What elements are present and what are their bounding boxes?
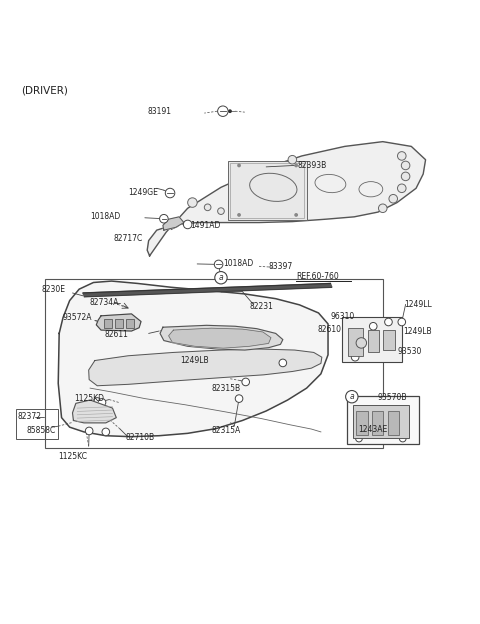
Bar: [115, 319, 123, 328]
Bar: [356, 411, 368, 435]
Circle shape: [94, 397, 101, 405]
Polygon shape: [147, 142, 426, 256]
Text: 1491AD: 1491AD: [190, 221, 220, 230]
Circle shape: [217, 106, 228, 117]
Circle shape: [389, 195, 397, 203]
Circle shape: [294, 163, 298, 167]
Circle shape: [85, 427, 93, 435]
Circle shape: [237, 163, 241, 167]
Text: a: a: [349, 392, 354, 401]
Bar: [353, 405, 409, 438]
Circle shape: [398, 318, 406, 326]
Text: REF.60-760: REF.60-760: [296, 272, 339, 281]
Circle shape: [102, 428, 109, 436]
Text: 82717C: 82717C: [114, 234, 143, 243]
Polygon shape: [163, 217, 184, 230]
Text: 1125KC: 1125KC: [58, 452, 87, 461]
Circle shape: [356, 338, 367, 348]
Circle shape: [215, 271, 227, 284]
Bar: [16, 409, 58, 439]
Bar: [372, 411, 383, 435]
Text: 1249GE: 1249GE: [128, 188, 158, 197]
Bar: [387, 411, 399, 435]
Text: 1125KD: 1125KD: [74, 394, 105, 403]
Text: 85858C: 85858C: [27, 426, 56, 434]
Bar: [104, 319, 112, 328]
Circle shape: [235, 395, 243, 402]
Circle shape: [279, 359, 287, 367]
Circle shape: [159, 215, 168, 223]
Bar: [368, 329, 379, 353]
Circle shape: [242, 378, 250, 386]
Circle shape: [288, 155, 297, 164]
Circle shape: [351, 353, 359, 361]
Polygon shape: [168, 328, 271, 348]
Polygon shape: [96, 314, 141, 331]
Circle shape: [378, 204, 387, 213]
Text: 1249LL: 1249LL: [404, 300, 432, 309]
Polygon shape: [72, 400, 116, 423]
Text: 1243AE: 1243AE: [358, 425, 387, 434]
Text: 1249LB: 1249LB: [180, 356, 209, 365]
Circle shape: [188, 198, 197, 207]
Bar: [342, 317, 402, 362]
Polygon shape: [58, 281, 328, 437]
Bar: [228, 161, 307, 220]
Polygon shape: [89, 349, 322, 386]
Circle shape: [401, 172, 410, 181]
Text: 93572A: 93572A: [63, 313, 93, 322]
Circle shape: [370, 323, 377, 330]
Circle shape: [204, 204, 211, 211]
Text: 82315A: 82315A: [212, 426, 240, 434]
Text: a: a: [219, 273, 223, 282]
Bar: [348, 328, 363, 356]
Text: 96310: 96310: [331, 312, 355, 321]
Text: 93530: 93530: [398, 346, 422, 356]
Circle shape: [237, 213, 241, 217]
Text: 83397: 83397: [268, 262, 293, 271]
Text: 82611: 82611: [104, 330, 128, 339]
Polygon shape: [83, 283, 332, 297]
Text: 82710B: 82710B: [126, 432, 155, 442]
Circle shape: [397, 184, 406, 193]
Circle shape: [217, 208, 224, 215]
Circle shape: [397, 152, 406, 160]
Text: 1018AD: 1018AD: [90, 212, 120, 222]
Circle shape: [228, 109, 232, 113]
Circle shape: [98, 399, 106, 406]
Text: 82372: 82372: [17, 412, 41, 421]
Bar: [126, 319, 134, 328]
Bar: [347, 396, 419, 444]
Text: 1249LB: 1249LB: [403, 327, 432, 336]
Text: 8230E: 8230E: [41, 285, 65, 294]
Text: (DRIVER): (DRIVER): [21, 85, 68, 95]
Circle shape: [214, 260, 223, 269]
Circle shape: [401, 161, 410, 170]
Circle shape: [379, 424, 386, 431]
Bar: [383, 330, 395, 350]
Bar: [45, 279, 383, 447]
Text: 82393B: 82393B: [297, 161, 326, 170]
Text: 82610: 82610: [318, 325, 342, 334]
Text: 82315B: 82315B: [212, 384, 240, 392]
Circle shape: [165, 188, 175, 198]
Circle shape: [183, 220, 192, 229]
Circle shape: [294, 213, 298, 217]
Circle shape: [399, 436, 406, 442]
Text: 82231: 82231: [250, 302, 274, 311]
Circle shape: [356, 436, 362, 442]
Text: 83191: 83191: [147, 107, 171, 115]
Text: 93570B: 93570B: [378, 393, 408, 402]
Text: 82734A: 82734A: [89, 298, 119, 308]
Circle shape: [384, 318, 392, 326]
Text: 1018AD: 1018AD: [223, 260, 253, 268]
Polygon shape: [160, 325, 283, 350]
Circle shape: [346, 391, 358, 403]
Bar: [230, 163, 304, 218]
